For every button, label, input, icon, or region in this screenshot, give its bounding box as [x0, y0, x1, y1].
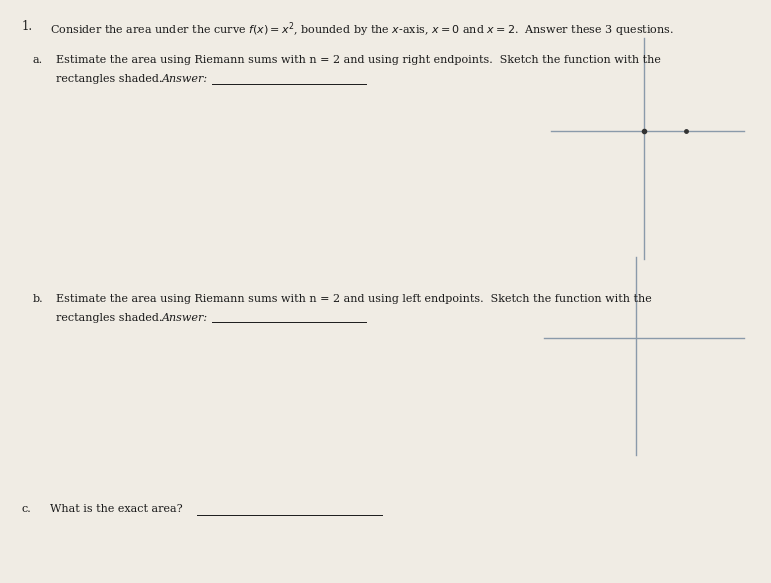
Text: Consider the area under the curve $f(x) = x^2$, bounded by the $x$-axis, $x = 0$: Consider the area under the curve $f(x) …	[50, 20, 674, 39]
Text: rectangles shaded.: rectangles shaded.	[56, 74, 162, 84]
Text: Answer:: Answer:	[162, 313, 211, 323]
Text: a.: a.	[32, 55, 42, 65]
Text: 1.: 1.	[22, 20, 32, 33]
Text: Estimate the area using Riemann sums with n = 2 and using right endpoints.  Sket: Estimate the area using Riemann sums wit…	[56, 55, 661, 65]
Text: b.: b.	[32, 294, 43, 304]
Text: What is the exact area?: What is the exact area?	[50, 504, 183, 514]
Text: c.: c.	[22, 504, 32, 514]
Text: rectangles shaded.: rectangles shaded.	[56, 313, 162, 323]
Text: Answer:: Answer:	[162, 74, 211, 84]
Text: Estimate the area using Riemann sums with n = 2 and using left endpoints.  Sketc: Estimate the area using Riemann sums wit…	[56, 294, 651, 304]
